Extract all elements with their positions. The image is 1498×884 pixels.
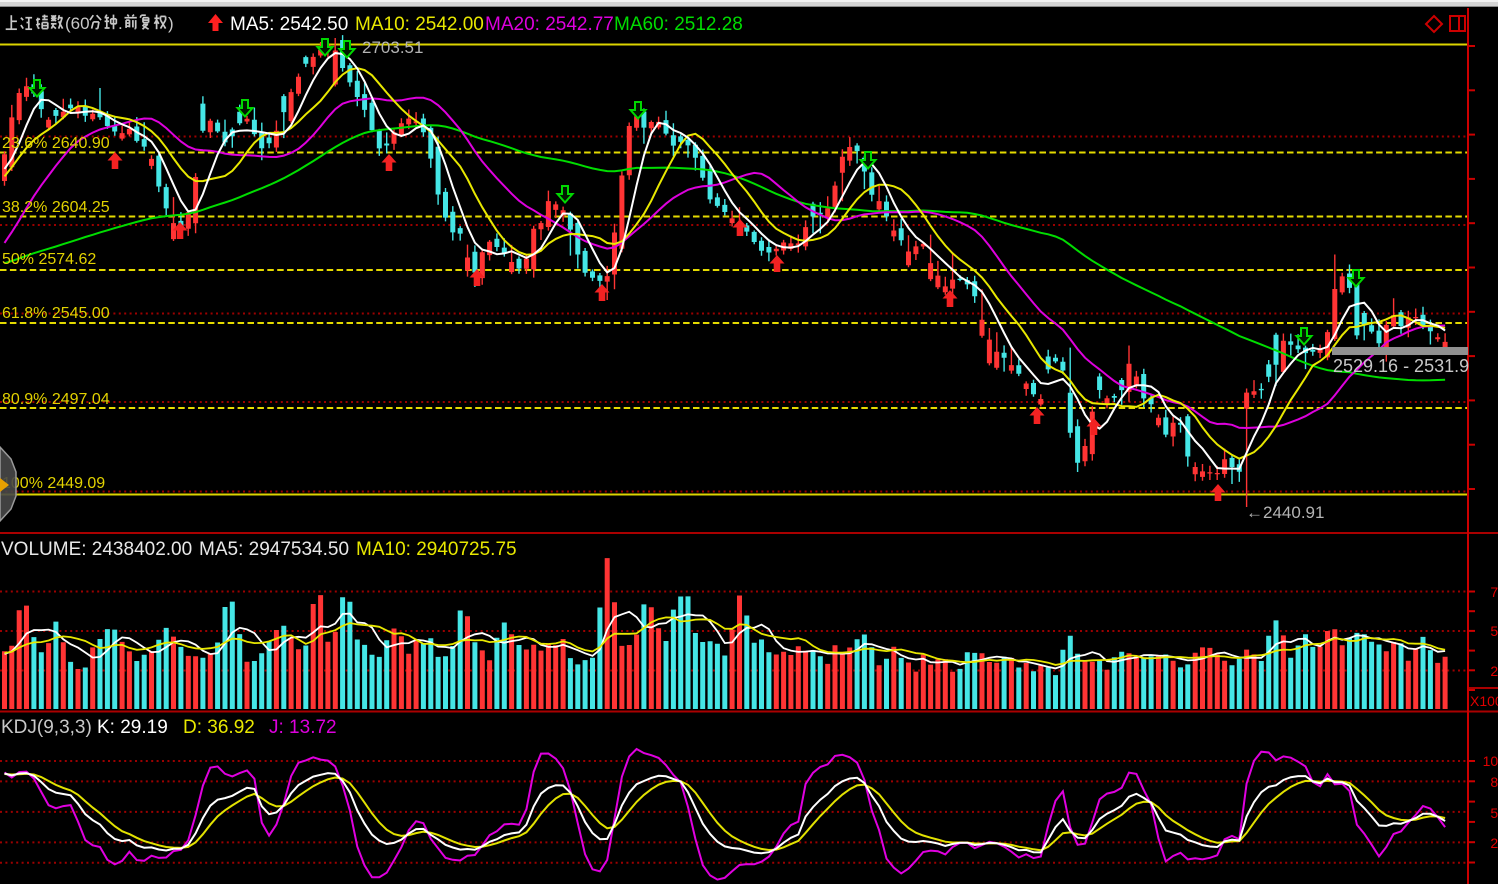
svg-text:50: 50 [1490, 805, 1498, 821]
svg-text:23.6% 2640.90: 23.6% 2640.90 [2, 135, 110, 152]
svg-text:2529.16 - 2531.9: 2529.16 - 2531.9 [1333, 356, 1469, 376]
svg-text:61.8% 2545.00: 61.8% 2545.00 [2, 305, 110, 322]
svg-text:.: . [118, 14, 123, 33]
svg-text:J: 13.72: J: 13.72 [269, 717, 337, 738]
svg-text:80.9% 2497.04: 80.9% 2497.04 [2, 391, 110, 408]
svg-text:MA60: 2512.28: MA60: 2512.28 [614, 14, 743, 35]
svg-text:K: 29.19: K: 29.19 [97, 717, 168, 738]
svg-text:VOLUME: 2438402.00: VOLUME: 2438402.00 [1, 539, 192, 560]
svg-text:MA10: 2542.00: MA10: 2542.00 [355, 14, 484, 35]
svg-text:←2440.91: ←2440.91 [1246, 503, 1324, 522]
svg-text:(60: (60 [65, 14, 90, 33]
svg-text:MA5: 2947534.50: MA5: 2947534.50 [199, 539, 349, 560]
svg-text:MA10: 2940725.75: MA10: 2940725.75 [356, 539, 517, 560]
svg-text:X100: X100 [1470, 693, 1498, 709]
svg-text:75: 75 [1490, 584, 1498, 600]
svg-text:100: 100 [1483, 753, 1498, 769]
svg-text:MA5: 2542.50: MA5: 2542.50 [230, 14, 348, 35]
svg-text:100% 2449.09: 100% 2449.09 [2, 475, 105, 492]
svg-text:25: 25 [1490, 663, 1498, 679]
svg-text:MA20: 2542.77: MA20: 2542.77 [485, 14, 614, 35]
svg-text:50% 2574.62: 50% 2574.62 [2, 251, 96, 268]
svg-text:80: 80 [1490, 774, 1498, 790]
svg-text:20: 20 [1490, 835, 1498, 851]
svg-text:50: 50 [1490, 623, 1498, 639]
svg-text:): ) [168, 14, 174, 33]
svg-text:2703.51: 2703.51 [362, 38, 423, 57]
svg-text:KDJ(9,3,3): KDJ(9,3,3) [1, 717, 92, 738]
svg-text:D: 36.92: D: 36.92 [183, 717, 255, 738]
svg-text:38.2% 2604.25: 38.2% 2604.25 [2, 199, 110, 216]
